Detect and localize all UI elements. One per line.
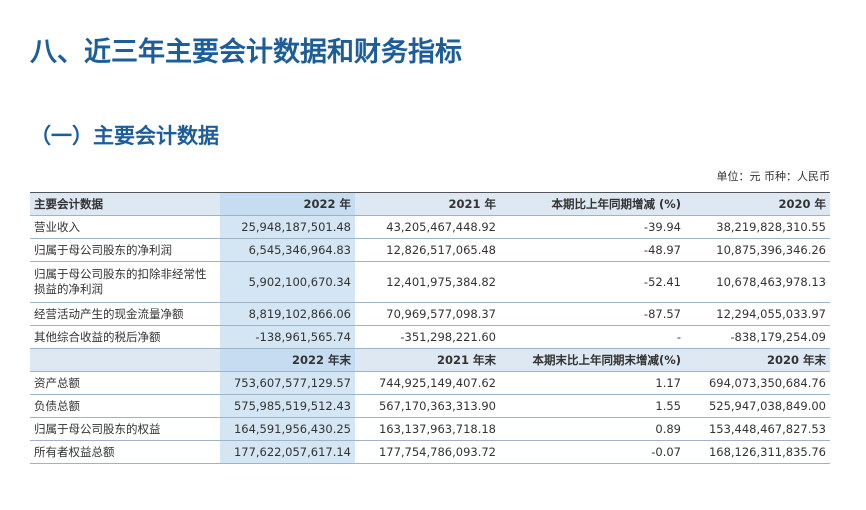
cell: 12,401,975,384.82 [355,261,500,303]
cell: 70,969,577,098.37 [355,302,500,326]
data-row: 归属于母公司股东的净利润 6,545,346,964.83 12,826,517,0… [30,238,830,262]
cell: 本期比上年同期增减 (%) [500,192,685,216]
cell: 575,985,519,512.43 [220,394,355,418]
cell: -838,179,254.09 [685,325,830,349]
cell: 2020 年 [685,192,830,216]
cell: 归属于母公司股东的权益 [30,417,220,441]
data-row: 归属于母公司股东的权益 164,591,956,430.25 163,137,963… [30,417,830,441]
cell: 12,826,517,065.48 [355,238,500,262]
table: 主要会计数据 2022 年 2021 年本期比上年同期增减 (%) 2020 年营业收… [30,192,830,464]
cell: 2021 年 [355,192,500,216]
cell: -48.97 [500,238,685,262]
cell: 资产总额 [30,371,220,395]
cell: 177,754,786,093.72 [355,440,500,464]
cell: 归属于母公司股东的净利润 [30,238,220,262]
cell: 12,294,055,033.97 [685,302,830,326]
cell: -87.57 [500,302,685,326]
cell: 1.55 [500,394,685,418]
cell: -0.07 [500,440,685,464]
title: 八、近三年主要会计数据和财务指标 [30,37,462,68]
cell: 163,137,963,718.18 [355,417,500,441]
data-row: 归属于母公司股东的扣除非经常性损益的净利润 5,902,100,670.34 12,… [30,261,830,303]
cell: 主要会计数据 [30,192,220,216]
data-row: 所有者权益总额 177,622,057,617.14 177,754,786,093… [30,440,830,464]
cell: 2021 年末 [355,348,500,372]
cell: 753,607,577,129.57 [220,371,355,395]
data-row: 负债总额 575,985,519,512.43 567,170,363,313.90… [30,394,830,418]
cell: -39.94 [500,215,685,239]
cell: 25,948,187,501.48 [220,215,355,239]
cell: 1.17 [500,371,685,395]
cell: 负债总额 [30,394,220,418]
cell: 38,219,828,310.55 [685,215,830,239]
header-row: 2022 年末 2021 年末 本期末比上年同期末增减(%) 2020 年末 [30,348,830,372]
cell: 164,591,956,430.25 [220,417,355,441]
cell: 168,126,311,835.76 [685,440,830,464]
cell: -138,961,565.74 [220,325,355,349]
cell: 10,875,396,346.26 [685,238,830,262]
data-row: 资产总额 753,607,577,129.57 744,925,149,407.62… [30,371,830,395]
cell: -351,298,221.60 [355,325,500,349]
cell: 567,170,363,313.90 [355,394,500,418]
cell: 43,205,467,448.92 [355,215,500,239]
subtitle: （一）主要会计数据 [30,124,219,148]
cell: 177,622,057,617.14 [220,440,355,464]
cell: 归属于母公司股东的扣除非经常性损益的净利润 [30,261,220,303]
cell: 经营活动产生的现金流量净额 [30,302,220,326]
unit: 单位：元 币种：人民币 [716,170,831,183]
cell: 2022 年 [220,192,355,216]
data-row: 经营活动产生的现金流量净额 8,819,102,866.06 70,969,577,… [30,302,830,326]
cell: -52.41 [500,261,685,303]
data-row: 其他综合收益的税后净额 -138,961,565.74 -351,298,221.6… [30,325,830,349]
cell: 2020 年末 [685,348,830,372]
cell: 694,073,350,684.76 [685,371,830,395]
cell: 525,947,038,849.00 [685,394,830,418]
cell: 营业收入 [30,215,220,239]
cell: 0.89 [500,417,685,441]
cell: 10,678,463,978.13 [685,261,830,303]
cell: 本期末比上年同期末增减(%) [500,348,685,372]
cell: 8,819,102,866.06 [220,302,355,326]
data-row: 营业收入 25,948,187,501.48 43,205,467,448.92 -3… [30,215,830,239]
cell: 6,545,346,964.83 [220,238,355,262]
cell: 744,925,149,407.62 [355,371,500,395]
cell: 153,448,467,827.53 [685,417,830,441]
cell: 其他综合收益的税后净额 [30,325,220,349]
cell [30,348,220,372]
cell: 2022 年末 [220,348,355,372]
cell: 5,902,100,670.34 [220,261,355,303]
cell: 所有者权益总额 [30,440,220,464]
header-row: 主要会计数据 2022 年 2021 年本期比上年同期增减 (%) 2020 年 [30,192,830,216]
cell: - [500,325,685,349]
